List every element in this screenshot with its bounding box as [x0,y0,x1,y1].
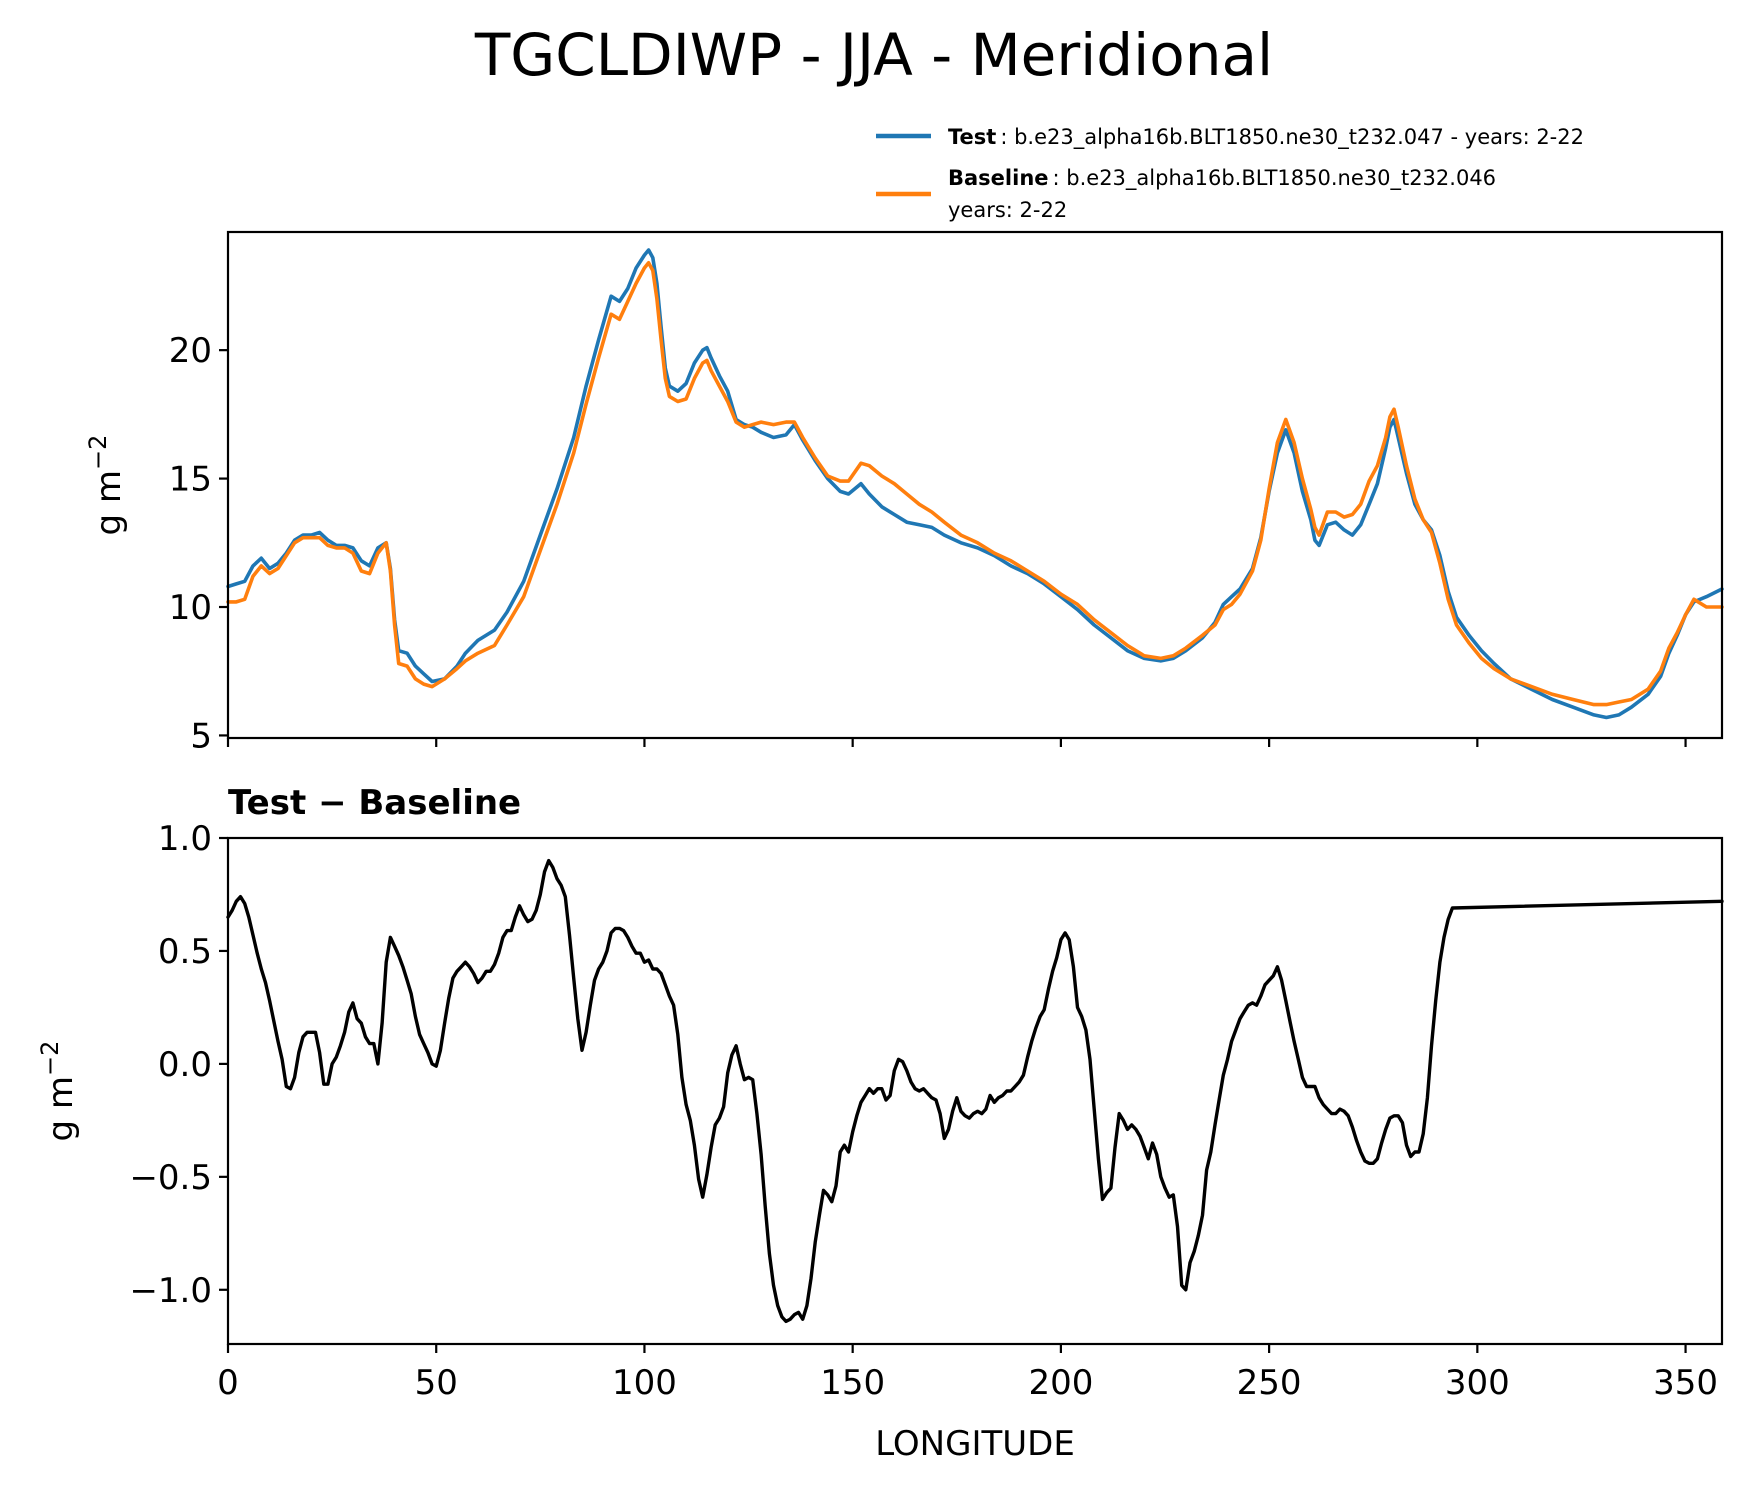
legend-baseline-text: : b.e23_alpha16b.BLT1850.ne30_t232.046 [1053,166,1497,191]
difference-panel: −1.0 −0.5 0.0 0.5 1.0 0 50 100 150 200 250 300 350 g … [36,783,1724,1464]
figure-title: TGCLDIWP - JJA - Meridional [474,21,1273,89]
y-tick-label: −1.0 [129,1271,212,1311]
legend-baseline-years: years: 2-22 [948,198,1067,222]
y-tick-label: 0.0 [158,1045,212,1085]
y-tick-label: 0.5 [158,932,212,972]
legend-test-entry: Test: b.e23_alpha16b.BLT1850.ne30_t232.0… [948,125,1584,150]
x-tick-label: 0 [217,1363,239,1403]
x-tick-label: 300 [1445,1363,1510,1403]
y-axis-label-exponent: −2 [84,435,112,470]
x-tick-label: 200 [1028,1363,1093,1403]
legend-baseline-entry: Baseline: b.e23_alpha16b.BLT1850.ne30_t2… [948,166,1496,191]
x-axis-label: LONGITUDE [875,1424,1075,1464]
plot-frame [226,230,1724,740]
y-axis-label: g m−2 [36,1041,81,1142]
y-tick-label: 5 [190,716,212,756]
y-tick-label: 15 [169,460,212,500]
y-tick-label: 20 [169,331,212,371]
y-axis-label-unit: g m [89,470,129,536]
legend-test-text: : b.e23_alpha16b.BLT1850.ne30_t232.047 -… [1000,125,1584,150]
legend: Test: b.e23_alpha16b.BLT1850.ne30_t232.0… [876,125,1584,222]
x-tick-label: 350 [1653,1363,1718,1403]
plot-frame [226,836,1724,1346]
y-axis-label: g m−2 [84,435,129,536]
x-tick-label: 250 [1237,1363,1302,1403]
y-tick-label: 10 [169,588,212,628]
series-line-test [226,248,1724,720]
series-line-test-baseline [226,858,1724,1324]
top-panel: 5 10 15 20 g m−2 [84,230,1724,756]
y-axis-label-exponent: −2 [36,1041,64,1076]
y-axis-label-unit: g m [41,1076,81,1142]
x-tick-label: 50 [415,1363,458,1403]
y-tick-label: −0.5 [129,1158,212,1198]
panel-title: Test − Baseline [228,783,521,823]
series-line-baseline [226,261,1724,707]
x-tick-label: 100 [612,1363,677,1403]
x-tick-label: 150 [820,1363,885,1403]
y-tick-label: 1.0 [158,819,212,859]
legend-test-label: Test [948,125,996,149]
legend-baseline-label: Baseline [948,166,1049,190]
